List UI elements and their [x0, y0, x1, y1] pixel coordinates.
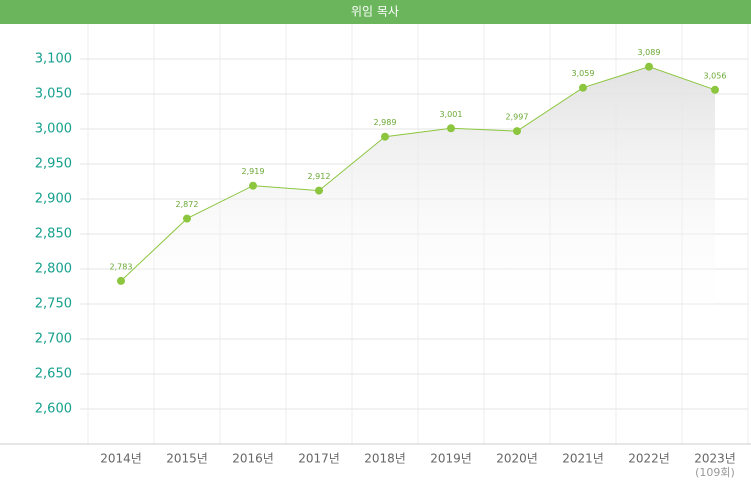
y-tick-label: 2,850 [35, 227, 72, 242]
y-tick-label: 2,650 [35, 367, 72, 382]
x-tick-label: 2021년 [562, 452, 604, 466]
y-tick-label: 3,050 [35, 87, 72, 102]
point [645, 62, 653, 71]
header-bar [0, 0, 751, 24]
point [711, 85, 719, 94]
point [513, 127, 521, 136]
x-tick-label: 2023년 [694, 452, 736, 466]
point [579, 83, 587, 92]
point [447, 124, 455, 133]
y-tick-label: 3,000 [35, 122, 72, 137]
y-tick-label: 3,100 [35, 52, 72, 67]
chart-title: 위임 목사 [351, 5, 399, 19]
value-label: 3,089 [638, 48, 661, 57]
point [381, 132, 389, 141]
y-tick-label: 2,800 [35, 262, 72, 277]
value-label: 3,056 [704, 71, 727, 80]
value-label: 3,001 [440, 110, 463, 119]
value-label: 2,997 [506, 113, 529, 122]
point [315, 186, 323, 195]
point [249, 181, 257, 190]
x-tick-label: 2014년 [100, 452, 142, 466]
x-tick-label: 2015년 [166, 452, 208, 466]
y-tick-label: 2,700 [35, 332, 72, 347]
y-tick-label: 2,750 [35, 297, 72, 312]
x-tick-label: 2016년 [232, 452, 274, 466]
value-label: 2,912 [308, 172, 331, 181]
y-tick-label: 2,950 [35, 157, 72, 172]
value-label: 2,989 [374, 118, 397, 127]
line [120, 66, 716, 282]
area [121, 66, 715, 334]
x-sublabel: (109회) [695, 466, 735, 479]
x-tick-label: 2019년 [430, 452, 472, 466]
value-label: 2,783 [110, 262, 133, 271]
x-tick-label: 2018년 [364, 452, 406, 466]
value-label: 2,872 [176, 200, 199, 209]
y-tick-label: 2,600 [35, 402, 72, 417]
value-label: 3,059 [572, 69, 595, 78]
y-tick-label: 2,900 [35, 192, 72, 207]
point [117, 276, 125, 285]
value-label: 2,919 [242, 167, 265, 176]
x-tick-label: 2022년 [628, 452, 670, 466]
point [183, 214, 191, 223]
x-tick-label: 2017년 [298, 452, 340, 466]
x-tick-label: 2020년 [496, 452, 538, 466]
